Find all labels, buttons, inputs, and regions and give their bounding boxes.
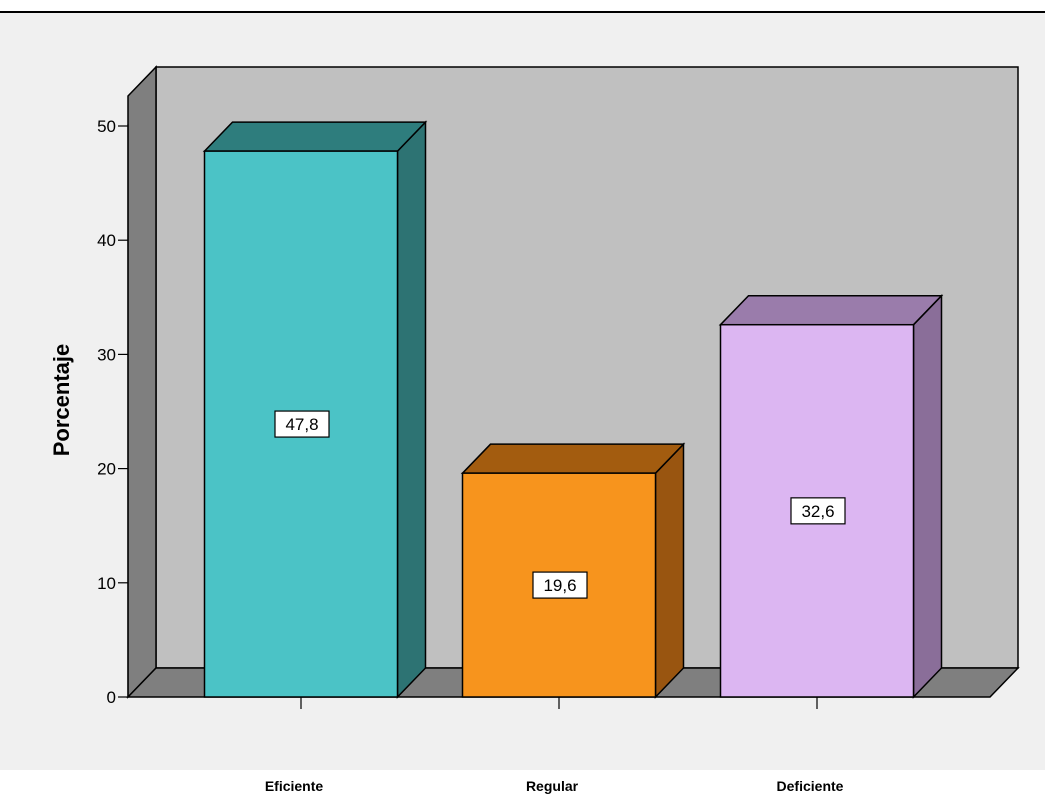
data-label: 32,6 <box>801 502 834 521</box>
y-tick-label: 40 <box>97 231 116 250</box>
left-wall <box>127 65 157 699</box>
y-tick-label: 30 <box>97 345 116 364</box>
bar-side-eficiente <box>396 120 427 699</box>
y-tick-label: 0 <box>107 688 116 707</box>
bar-top-deficiente <box>718 294 944 326</box>
y-axis: 0 10 20 30 40 50 <box>97 117 818 709</box>
x-category-label: Eficiente <box>264 778 324 794</box>
bars: 47,8 19,6 32,6 <box>202 120 944 699</box>
x-category-label: Regular <box>525 778 579 794</box>
bar-top-eficiente <box>202 121 428 152</box>
data-label-box <box>532 571 588 599</box>
x-category-label: Deficiente <box>776 778 844 794</box>
data-label: 19,6 <box>543 576 576 595</box>
y-axis-title: Porcentaje <box>49 344 74 457</box>
bar-side-regular <box>654 442 685 699</box>
bar-top-regular <box>460 443 686 474</box>
data-label-box <box>790 497 846 525</box>
top-rule <box>0 11 1045 13</box>
y-tick-label: 10 <box>97 574 116 593</box>
bar-side-deficiente <box>912 293 943 699</box>
y-tick-label: 50 <box>97 117 116 136</box>
y-tick-label: 20 <box>97 460 116 479</box>
data-label: 47,8 <box>285 415 318 434</box>
data-label-box <box>274 410 330 438</box>
